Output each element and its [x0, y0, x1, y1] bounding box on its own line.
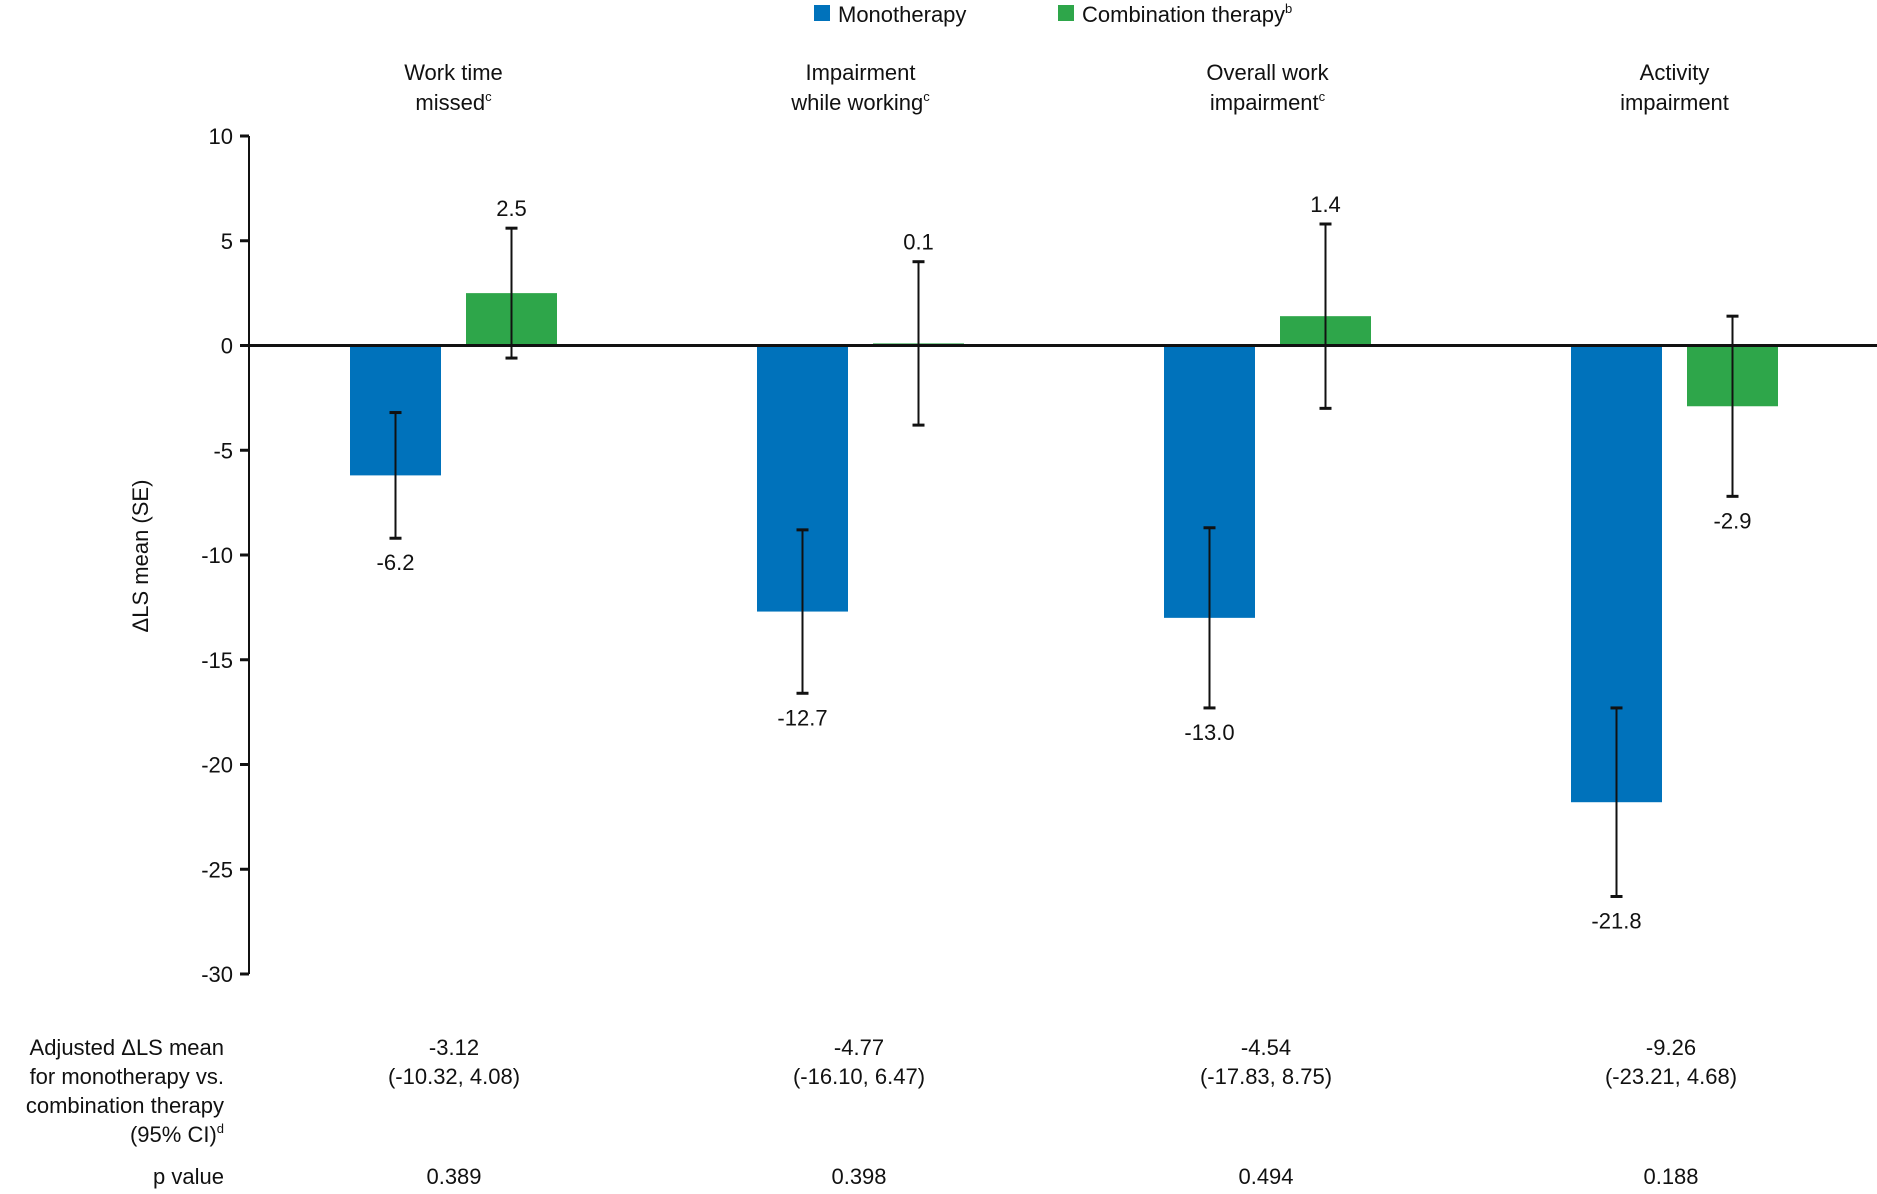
legend-swatch: [814, 5, 830, 21]
table-cell-p-value: 0.188: [1643, 1164, 1698, 1189]
data-label: 2.5: [496, 196, 527, 221]
y-tick-label: -15: [201, 648, 233, 673]
table-row-label: p value: [153, 1164, 224, 1189]
category-label: missedc: [415, 89, 492, 115]
category-label: impairmentc: [1210, 89, 1326, 115]
table-cell-p-value: 0.398: [831, 1164, 886, 1189]
table-row-label: Adjusted ΔLS mean: [30, 1035, 224, 1060]
table-row-label: combination therapy: [26, 1093, 224, 1118]
y-tick-label: -30: [201, 962, 233, 987]
y-axis-title: ΔLS mean (SE): [128, 480, 153, 633]
table-cell-adjusted-mean: -9.26: [1646, 1035, 1696, 1060]
data-label: -13.0: [1184, 720, 1234, 745]
legend-swatch: [1058, 5, 1074, 21]
legend-label: Monotherapy: [838, 2, 966, 27]
table-cell-adjusted-mean: -3.12: [429, 1035, 479, 1060]
y-tick-label: 5: [221, 229, 233, 254]
y-tick-label: 0: [221, 334, 233, 359]
category-label: impairment: [1620, 90, 1729, 115]
data-label: 1.4: [1310, 192, 1341, 217]
table-cell-adjusted-mean: (-10.32, 4.08): [388, 1064, 520, 1089]
category-label: while workingc: [790, 89, 930, 115]
table-cell-p-value: 0.389: [426, 1164, 481, 1189]
y-tick-label: 10: [209, 124, 233, 149]
data-label: 0.1: [903, 230, 934, 255]
data-label: -6.2: [377, 550, 415, 575]
table-cell-adjusted-mean: (-23.21, 4.68): [1605, 1064, 1737, 1089]
y-tick-label: -20: [201, 753, 233, 778]
y-tick-label: -5: [213, 438, 233, 463]
category-label: Impairment: [805, 60, 915, 85]
data-label: -12.7: [777, 705, 827, 730]
y-tick-label: -25: [201, 857, 233, 882]
table-cell-adjusted-mean: -4.77: [834, 1035, 884, 1060]
category-label: Activity: [1640, 60, 1710, 85]
table-cell-p-value: 0.494: [1238, 1164, 1293, 1189]
category-label: Overall work: [1206, 60, 1329, 85]
y-tick-label: -10: [201, 543, 233, 568]
data-label: -2.9: [1714, 508, 1752, 533]
table-cell-adjusted-mean: (-16.10, 6.47): [793, 1064, 925, 1089]
data-label: -21.8: [1591, 908, 1641, 933]
category-label: Work time: [404, 60, 503, 85]
table-row-label: for monotherapy vs.: [30, 1064, 224, 1089]
table-cell-adjusted-mean: -4.54: [1241, 1035, 1291, 1060]
legend-label: Combination therapyb: [1082, 1, 1292, 27]
table-row-label: (95% CI)d: [130, 1121, 224, 1147]
table-cell-adjusted-mean: (-17.83, 8.75): [1200, 1064, 1332, 1089]
